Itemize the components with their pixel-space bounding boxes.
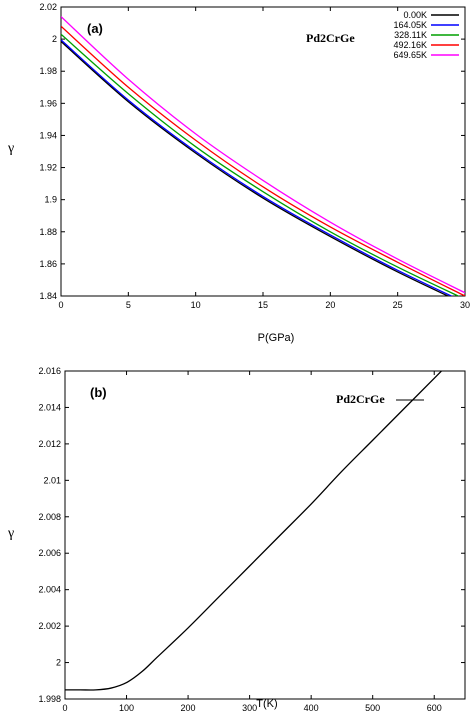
legend-label: 492.16K — [393, 40, 427, 50]
x-axis-label-b: T(K) — [256, 698, 277, 710]
y-tick-label: 2.012 — [38, 439, 61, 449]
y-tick-label: 1.88 — [39, 227, 57, 237]
x-tick-label: 25 — [393, 300, 403, 310]
x-axis-label-a: P(GPa) — [258, 332, 295, 344]
y-tick-label: 2.008 — [38, 512, 61, 522]
series-lines-b — [65, 371, 443, 691]
x-tick-label: 100 — [119, 703, 134, 712]
x-tick-label: 20 — [325, 300, 335, 310]
chart-panel-b: 0 100 200 300 400 500 600 1.998 2 2.002 2.004 2.006… — [7, 366, 466, 712]
x-tick-label: 600 — [427, 703, 442, 712]
y-tick-label: 2.016 — [38, 366, 61, 376]
x-tick-label: 5 — [126, 300, 131, 310]
y-tick-label: 2.02 — [39, 2, 57, 12]
y-tick-label: 1.92 — [39, 163, 57, 173]
series-line-164.05K — [61, 39, 453, 296]
y-tick-label: 2.004 — [38, 585, 61, 595]
x-tick-label: 30 — [460, 300, 470, 310]
series-lines-a — [61, 16, 465, 296]
x-tick-label: 10 — [191, 300, 201, 310]
panel-label-b: (b) — [90, 385, 107, 400]
compound-label-a: Pd2CrGe — [306, 31, 355, 45]
y-tick-label: 2.01 — [43, 475, 61, 485]
x-tick-label: 0 — [62, 703, 67, 712]
y-tick-label: 2 — [52, 34, 57, 44]
legend-label: 164.05K — [393, 20, 427, 30]
x-tick-label: 400 — [304, 703, 319, 712]
legend-label: 649.65K — [393, 50, 427, 60]
x-tick-label: 500 — [365, 703, 380, 712]
x-tick-label: 15 — [258, 300, 268, 310]
y-tick-label: 1.84 — [39, 291, 57, 301]
series-line-0.00K — [61, 41, 450, 296]
x-tick-label: 300 — [242, 703, 257, 712]
series-line-649.65K — [61, 16, 465, 294]
x-tick-label: 200 — [181, 703, 196, 712]
y-tick-label: 2.014 — [38, 402, 61, 412]
panel-label-a: (a) — [87, 21, 103, 36]
plot-area-b — [64, 370, 466, 700]
y-tick-label: 1.86 — [39, 259, 57, 269]
y-tick-label: 1.94 — [39, 130, 57, 140]
legend-label: 328.11K — [394, 30, 427, 40]
y-axis-label-a: γ — [7, 141, 14, 156]
ticks-a: 0 5 10 15 20 25 30 1.84 1.86 1.88 1.9 1.92 1.94 1.96 1… — [39, 2, 470, 310]
legend-label: 0.00K — [403, 10, 427, 20]
x-tick-label: 0 — [58, 300, 63, 310]
y-tick-label: 1.998 — [38, 694, 61, 704]
y-tick-label: 1.98 — [39, 66, 57, 76]
series-line-328.11K — [61, 33, 460, 296]
y-tick-label: 2.006 — [38, 548, 61, 558]
y-tick-label: 2 — [56, 658, 61, 668]
chart-panel-a: 0 5 10 15 20 25 30 1.84 1.86 1.88 1.9 1.92 1.94 1.96 1… — [7, 2, 470, 344]
ticks-b: 0 100 200 300 400 500 600 1.998 2 2.002 2.004 2.006… — [38, 366, 465, 712]
y-tick-label: 1.96 — [39, 98, 57, 108]
y-tick-label: 2.002 — [38, 621, 61, 631]
series-line-492.16K — [61, 25, 465, 296]
compound-label-b: Pd2CrGe — [336, 392, 385, 406]
y-tick-label: 1.9 — [44, 195, 57, 205]
series-line-Pd2CrGe — [65, 371, 443, 691]
y-axis-label-b: γ — [7, 526, 14, 541]
